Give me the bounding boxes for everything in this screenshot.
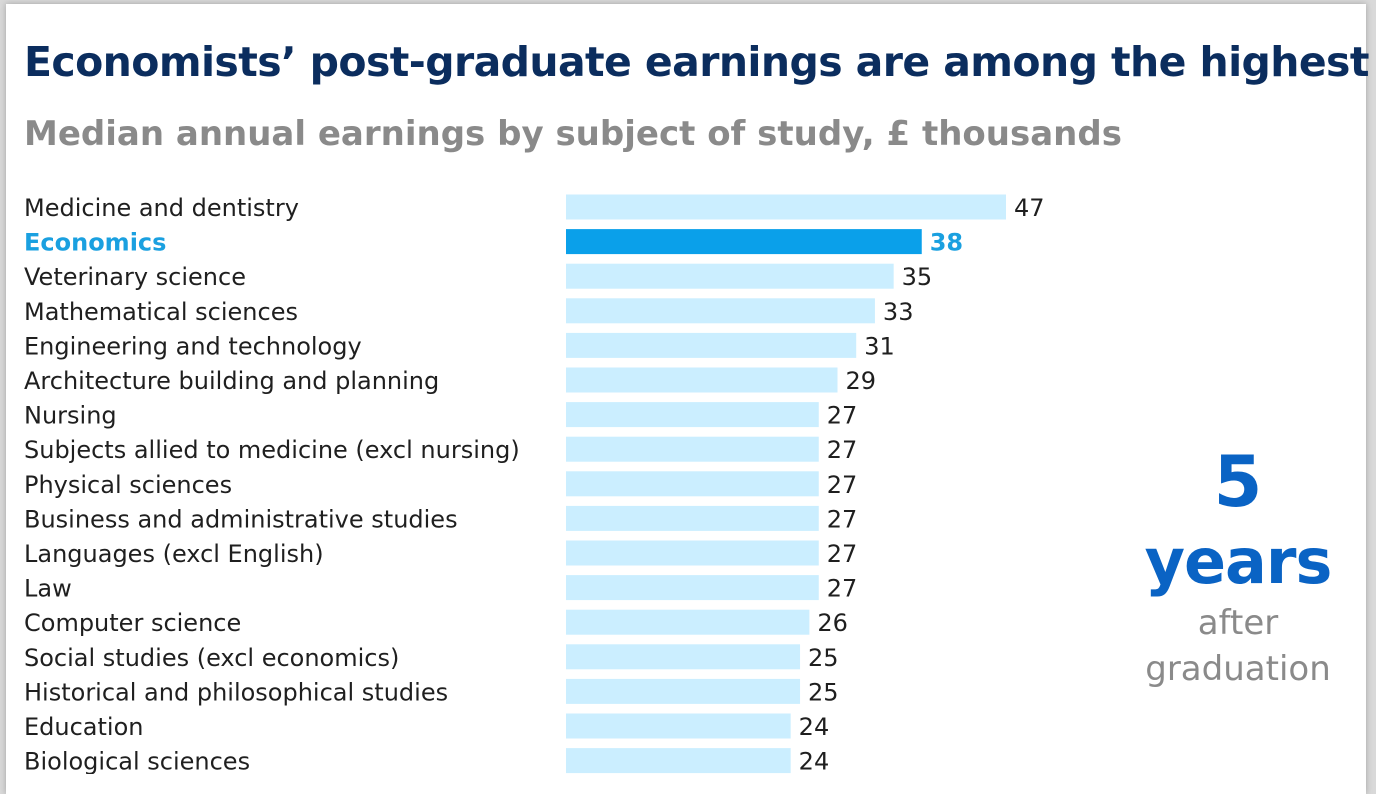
value-label: 47 bbox=[1014, 194, 1045, 222]
time-annotation: 5 years after graduation bbox=[1130, 440, 1346, 692]
annotation-number: 5 bbox=[1213, 441, 1263, 523]
value-label: 27 bbox=[827, 540, 858, 568]
value-label: 27 bbox=[827, 505, 858, 533]
value-label: 24 bbox=[799, 748, 830, 774]
category-label: Computer science bbox=[24, 609, 241, 637]
value-label: 27 bbox=[827, 471, 858, 499]
value-label: 38 bbox=[930, 229, 963, 257]
category-label: Historical and philosophical studies bbox=[24, 678, 448, 706]
bar bbox=[566, 332, 857, 358]
category-label: Social studies (excl economics) bbox=[24, 644, 399, 672]
value-label: 25 bbox=[808, 644, 839, 672]
bar bbox=[566, 471, 819, 497]
bar bbox=[566, 748, 791, 774]
value-label: 27 bbox=[827, 402, 858, 430]
category-label: Business and administrative studies bbox=[24, 505, 458, 533]
value-label: 33 bbox=[883, 298, 914, 326]
value-label: 24 bbox=[799, 713, 830, 741]
bar bbox=[566, 263, 894, 289]
annotation-graduation: graduation bbox=[1145, 649, 1331, 689]
bar bbox=[566, 436, 819, 462]
bar bbox=[566, 678, 801, 704]
category-label: Law bbox=[24, 575, 72, 603]
value-label: 29 bbox=[845, 367, 876, 395]
category-label: Languages (excl English) bbox=[24, 540, 324, 568]
bar bbox=[566, 367, 838, 393]
bar bbox=[566, 540, 819, 566]
category-label: Mathematical sciences bbox=[24, 298, 298, 326]
bar bbox=[566, 575, 819, 601]
category-label: Engineering and technology bbox=[24, 332, 362, 360]
bar bbox=[566, 505, 819, 531]
value-label: 25 bbox=[808, 678, 839, 706]
value-label: 27 bbox=[827, 436, 858, 464]
bar bbox=[566, 298, 875, 324]
chart-title: Economists’ post-graduate earnings are a… bbox=[24, 38, 1369, 86]
category-label: Economics bbox=[24, 229, 166, 257]
bar bbox=[566, 713, 791, 739]
bar bbox=[566, 194, 1006, 220]
category-label: Subjects allied to medicine (excl nursin… bbox=[24, 436, 520, 464]
category-label: Veterinary science bbox=[24, 263, 246, 291]
bar bbox=[566, 402, 819, 428]
annotation-unit: years bbox=[1144, 525, 1333, 598]
category-label: Medicine and dentistry bbox=[24, 194, 299, 222]
category-label: Education bbox=[24, 713, 143, 741]
category-label: Biological sciences bbox=[24, 748, 250, 774]
value-label: 35 bbox=[902, 263, 933, 291]
value-label: 27 bbox=[827, 575, 858, 603]
bar bbox=[566, 644, 801, 670]
category-label: Architecture building and planning bbox=[24, 367, 439, 395]
chart-subtitle: Median annual earnings by subject of stu… bbox=[24, 114, 1122, 154]
annotation-after: after bbox=[1197, 603, 1279, 643]
value-label: 26 bbox=[817, 609, 848, 637]
value-label: 31 bbox=[864, 332, 895, 360]
bar bbox=[566, 609, 810, 635]
bar-highlight bbox=[566, 229, 922, 255]
category-label: Nursing bbox=[24, 402, 117, 430]
category-label: Physical sciences bbox=[24, 471, 232, 499]
bar-chart: Medicine and dentistry 47 Economics 38 Veter… bbox=[24, 194, 1045, 774]
